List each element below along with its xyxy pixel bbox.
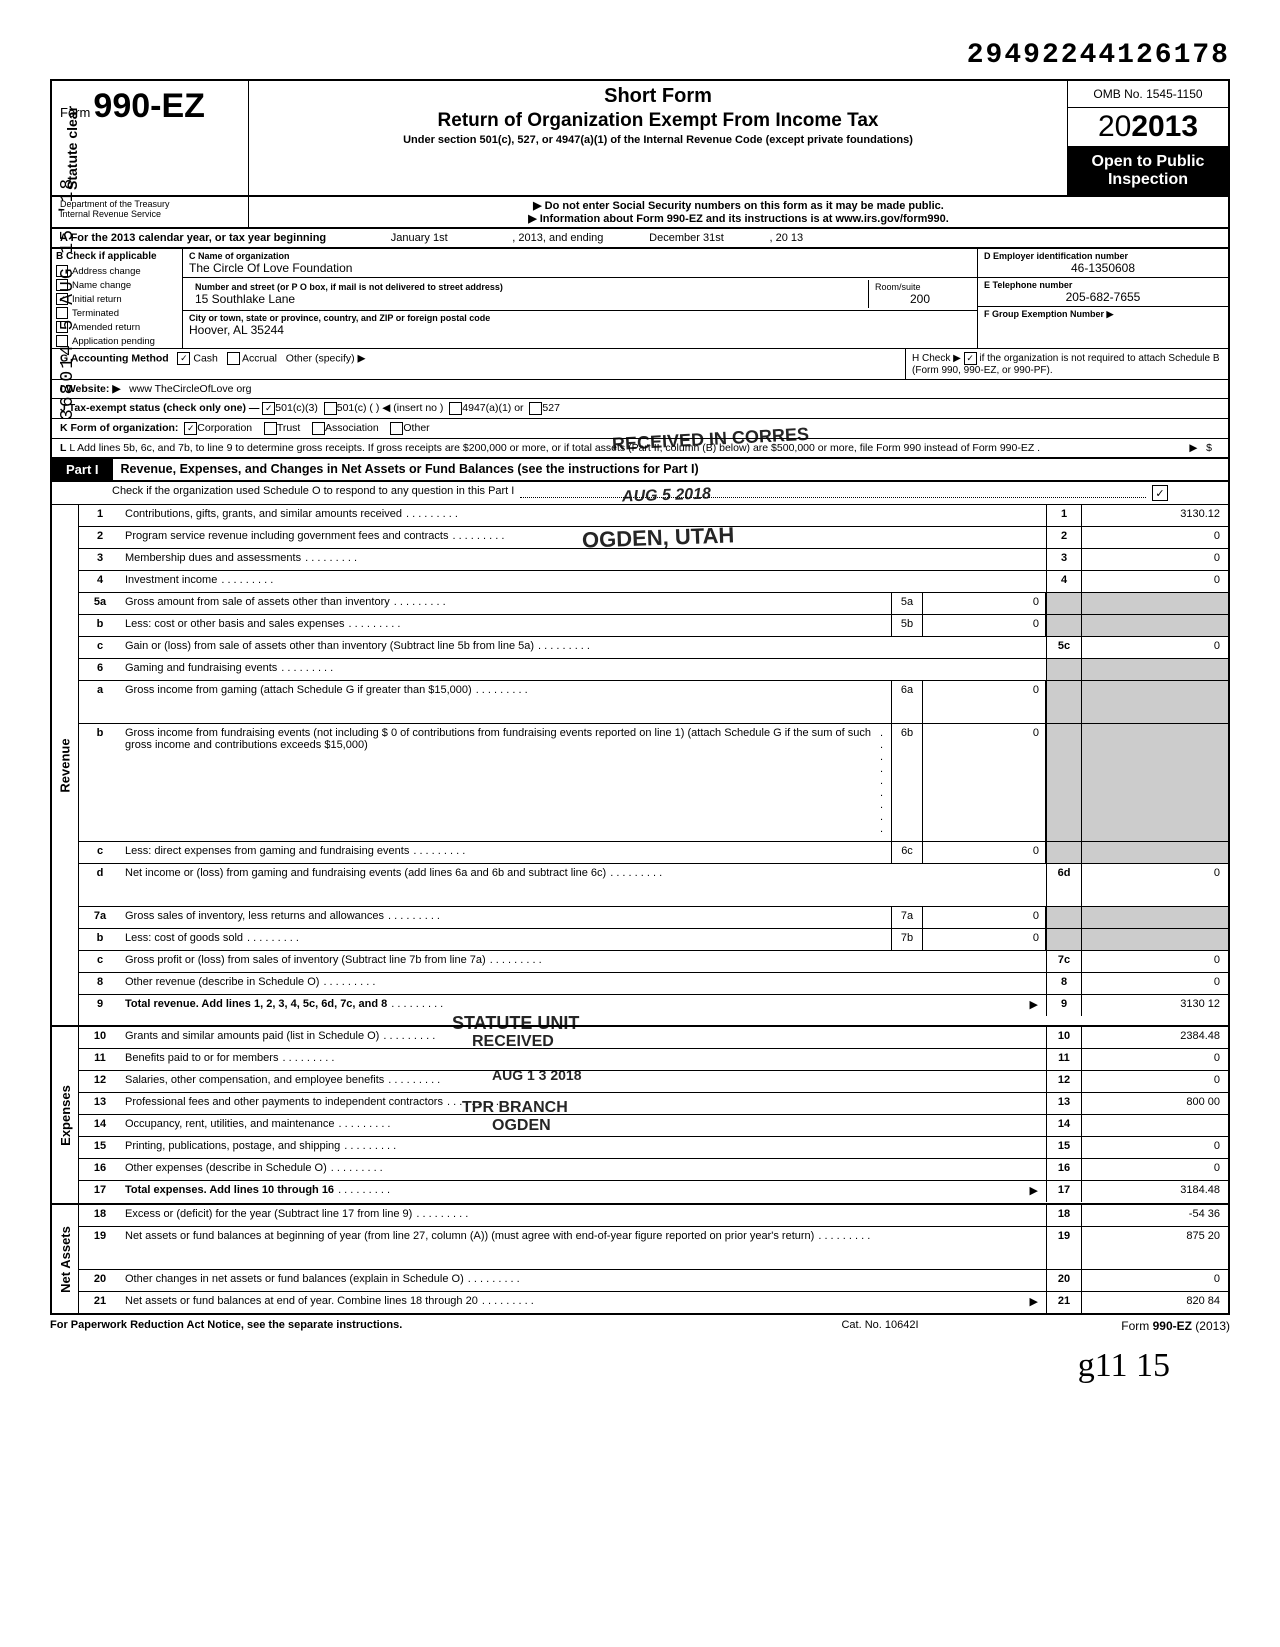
net-assets-side-label: Net Assets	[58, 1226, 73, 1293]
line-19: 19Net assets or fund balances at beginni…	[79, 1227, 1228, 1270]
part-1-title: Revenue, Expenses, and Changes in Net As…	[113, 459, 1228, 480]
line-20: 20Other changes in net assets or fund ba…	[79, 1270, 1228, 1292]
ein-label: D Employer identification number	[984, 251, 1222, 261]
line-b: bGross income from fundraising events (n…	[79, 724, 1228, 842]
city-label: City or town, state or province, country…	[189, 313, 971, 323]
other-checkbox[interactable]	[390, 422, 403, 435]
assoc-checkbox[interactable]	[312, 422, 325, 435]
line-2: 2Program service revenue including gover…	[79, 527, 1228, 549]
street-address: 15 Southlake Lane	[195, 292, 862, 306]
4947-checkbox[interactable]	[449, 402, 462, 415]
document-locator-number: 29492244126178	[50, 40, 1230, 71]
part-1-table: AUG 5 2018 OGDEN, UTAH Revenue 1Contribu…	[50, 505, 1230, 1315]
line-21: 21Net assets or fund balances at end of …	[79, 1292, 1228, 1313]
tel-value: 205-682-7655	[984, 290, 1222, 304]
hand-initials: g11 15	[50, 1347, 1230, 1385]
line-8: 8Other revenue (describe in Schedule O) …	[79, 973, 1228, 995]
line-4: 4Investment income . . . . . . . . .40	[79, 571, 1228, 593]
form-header: Form 990-EZ Short Form Return of Organiz…	[50, 79, 1230, 197]
tel-label: E Telephone number	[984, 280, 1222, 290]
line-c: cGross profit or (loss) from sales of in…	[79, 951, 1228, 973]
line-7a: 7aGross sales of inventory, less returns…	[79, 907, 1228, 929]
line-18: 18Excess or (deficit) for the year (Subt…	[79, 1205, 1228, 1227]
expenses-side-label: Expenses	[58, 1085, 73, 1146]
line-13: 13Professional fees and other payments t…	[79, 1093, 1228, 1115]
line-c: cGain or (loss) from sale of assets othe…	[79, 637, 1228, 659]
schedule-o-checkbox[interactable]: ✓	[1152, 485, 1168, 501]
501c-checkbox[interactable]	[324, 402, 337, 415]
group-exemption-label: F Group Exemption Number ▶	[984, 309, 1222, 320]
line-l-text: L Add lines 5b, 6c, and 7b, to line 9 to…	[69, 442, 1040, 454]
return-title: Return of Organization Exempt From Incom…	[257, 110, 1059, 132]
line-14: 14Occupancy, rent, utilities, and mainte…	[79, 1115, 1228, 1137]
line-12: 12Salaries, other compensation, and empl…	[79, 1071, 1228, 1093]
ein-value: 46-1350608	[984, 261, 1222, 275]
form-number: 990-EZ	[93, 87, 205, 125]
accrual-checkbox[interactable]	[227, 352, 240, 365]
line-c: cLess: direct expenses from gaming and f…	[79, 842, 1228, 864]
under-section: Under section 501(c), 527, or 4947(a)(1)…	[257, 134, 1059, 146]
cat-no: Cat. No. 10642I	[730, 1319, 1030, 1333]
website-value: www TheCircleOfLove org	[129, 383, 251, 395]
part-1-label: Part I	[52, 459, 113, 480]
org-name: The Circle Of Love Foundation	[189, 261, 971, 275]
line-b: bLess: cost of goods sold . . . . . . . …	[79, 929, 1228, 951]
527-checkbox[interactable]	[529, 402, 542, 415]
line-k-label: K Form of organization:	[60, 422, 178, 435]
line-15: 15Printing, publications, postage, and s…	[79, 1137, 1228, 1159]
short-form-label: Short Form	[257, 85, 1059, 108]
line-16: 16Other expenses (describe in Schedule O…	[79, 1159, 1228, 1181]
cash-checkbox[interactable]: ✓	[177, 352, 190, 365]
dept-treasury: Department of the Treasury	[60, 199, 240, 209]
h-checkbox[interactable]: ✓	[964, 352, 977, 365]
check-o-text: Check if the organization used Schedule …	[112, 485, 514, 501]
city-state-zip: Hoover, AL 35244	[189, 323, 971, 337]
addr-label: Number and street (or P O box, if mail i…	[195, 282, 862, 292]
ssn-note: Do not enter Social Security numbers on …	[251, 199, 1226, 212]
line-5a: 5aGross amount from sale of assets other…	[79, 593, 1228, 615]
tax-year: 202013	[1068, 108, 1228, 147]
corp-checkbox[interactable]: ✓	[184, 422, 197, 435]
paperwork-notice: For Paperwork Reduction Act Notice, see …	[50, 1319, 730, 1333]
irs-label: Internal Revenue Service	[60, 209, 240, 219]
open-to-public: Open to Public Inspection	[1068, 147, 1228, 195]
form-footer: Form 990-EZ (2013)	[1030, 1319, 1230, 1333]
line-6: 6Gaming and fundraising events . . . . .…	[79, 659, 1228, 681]
line-d: dNet income or (loss) from gaming and fu…	[79, 864, 1228, 907]
line-11: 11Benefits paid to or for members . . . …	[79, 1049, 1228, 1071]
revenue-side-label: Revenue	[58, 738, 73, 792]
margin-date-stamp: 368014 5 AUG 15 '18	[58, 177, 78, 420]
name-label: C Name of organization	[189, 251, 971, 261]
omb-number: OMB No. 1545-1150	[1068, 81, 1228, 108]
line-17: 17Total expenses. Add lines 10 through 1…	[79, 1181, 1228, 1202]
room-label: Room/suite	[875, 282, 965, 292]
line-j-label: J Tax-exempt status (check only one) —	[60, 402, 259, 415]
line-9: 9Total revenue. Add lines 1, 2, 3, 4, 5c…	[79, 995, 1228, 1016]
501c3-checkbox[interactable]: ✓	[262, 402, 275, 415]
trust-checkbox[interactable]	[264, 422, 277, 435]
line-a: A For the 2013 calendar year, or tax yea…	[50, 229, 1230, 249]
line-1: 1Contributions, gifts, grants, and simil…	[79, 505, 1228, 527]
room-value: 200	[875, 292, 965, 306]
line-b: bLess: cost or other basis and sales exp…	[79, 615, 1228, 637]
line-a: aGross income from gaming (attach Schedu…	[79, 681, 1228, 724]
line-3: 3Membership dues and assessments . . . .…	[79, 549, 1228, 571]
statute-clear-stamp: Statute clear	[64, 106, 80, 190]
line-10: 10Grants and similar amounts paid (list …	[79, 1027, 1228, 1049]
info-note: Information about Form 990-EZ and its in…	[251, 212, 1226, 225]
